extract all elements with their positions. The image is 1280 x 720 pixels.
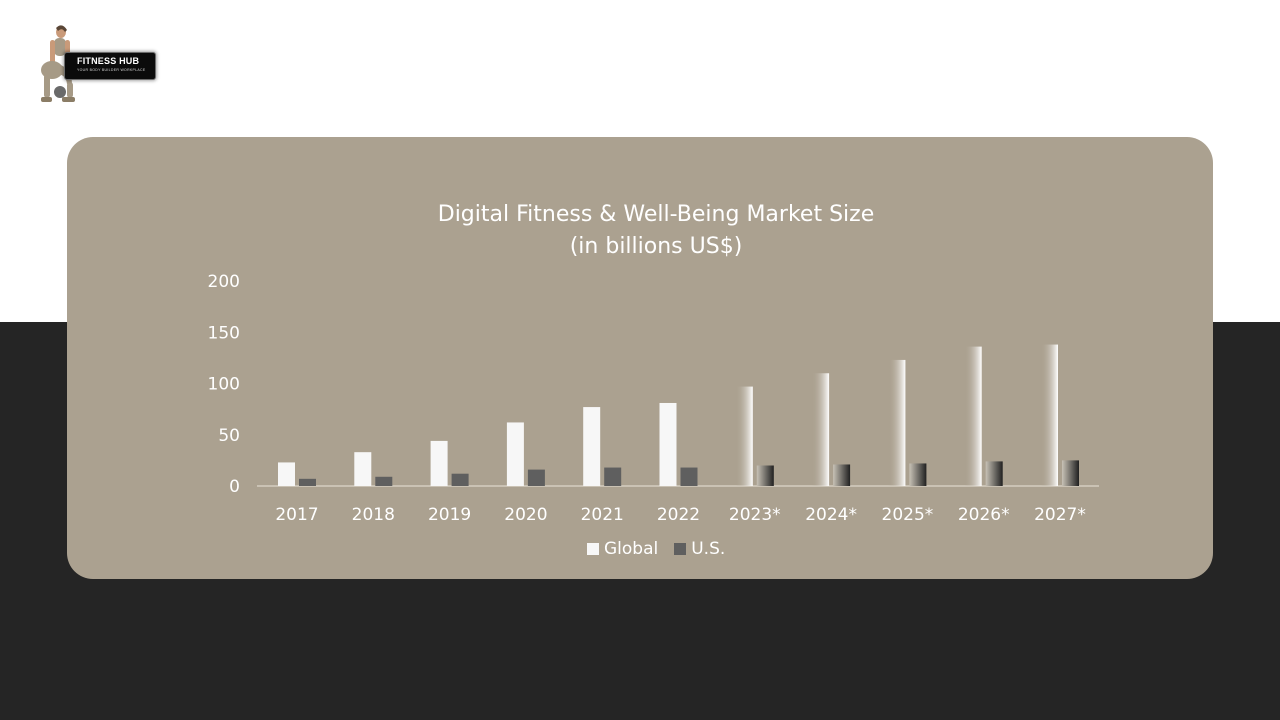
legend-label-us: U.S. [691,539,726,559]
bar-global-2019 [430,440,448,486]
bar-global-2018 [354,452,372,486]
y-tick-label: 100 [208,375,240,395]
x-tick-label: 2027* [1034,505,1086,525]
x-tick-label: 2022 [657,505,700,525]
bar-us-2023-projected [756,465,774,486]
bar-global-2022 [659,402,677,486]
chart-title: Digital Fitness & Well-Being Market Size [437,202,875,227]
legend-swatch-global [587,543,599,555]
brand-logo: Fitness Hub YOUR BODY BUILDER WORKPLACE [36,24,160,108]
bar-us-2021 [604,467,622,486]
bar-global-2027-projected [1041,344,1058,486]
bar-us-2019 [451,473,469,486]
y-tick-label: 0 [229,477,240,497]
x-tick-label: 2025* [882,505,934,525]
bar-us-2025-projected [909,463,927,486]
chart-title-block: Digital Fitness & Well-Being Market Size… [67,199,1245,263]
bar-global-2020 [506,422,524,486]
legend-swatch-us [674,543,687,555]
bar-global-2021 [583,407,601,486]
legend-item-us: U.S. [674,539,725,559]
bar-global-2023-projected [735,386,753,486]
x-tick-label: 2020 [504,505,547,525]
bar-us-2020 [527,469,545,486]
bar-global-2024-projected [812,373,830,486]
bar-us-2027-projected [1062,460,1079,486]
bar-us-2026-projected [985,461,1003,486]
brand-badge: Fitness Hub YOUR BODY BUILDER WORKPLACE [64,52,156,80]
x-tick-label: 2024* [805,505,857,525]
x-tick-label: 2026* [958,505,1010,525]
y-tick-label: 50 [218,426,240,446]
bar-us-2022 [680,467,698,486]
x-tick-label: 2018 [352,505,395,525]
chart-subtitle: (in billions US$) [569,234,743,259]
bar-global-2025-projected [888,359,906,486]
brand-name: Fitness Hub [77,56,140,66]
x-tick-label: 2017 [275,505,318,525]
bar-us-2018 [375,476,393,486]
x-tick-label: 2019 [428,505,471,525]
bar-us-2024-projected [833,464,851,486]
y-tick-label: 150 [208,323,240,343]
brand-tagline: YOUR BODY BUILDER WORKPLACE [77,68,146,72]
bar-global-2026-projected [964,346,982,486]
legend-item-global: Global [587,539,658,559]
bar-global-2017 [278,462,295,486]
chart-card: Digital Fitness & Well-Being Market Size… [67,137,1213,579]
x-tick-label: 2023* [729,505,781,525]
market-size-chart: 0 50 100 150 200 2017 2018 2019 2020 2021 2022 202… [208,272,1099,525]
y-tick-label: 200 [208,272,240,292]
x-tick-label: 2021 [581,505,624,525]
bar-us-2017 [299,478,316,486]
chart-legend: Global U.S. [587,539,741,559]
legend-label-global: Global [604,539,659,559]
